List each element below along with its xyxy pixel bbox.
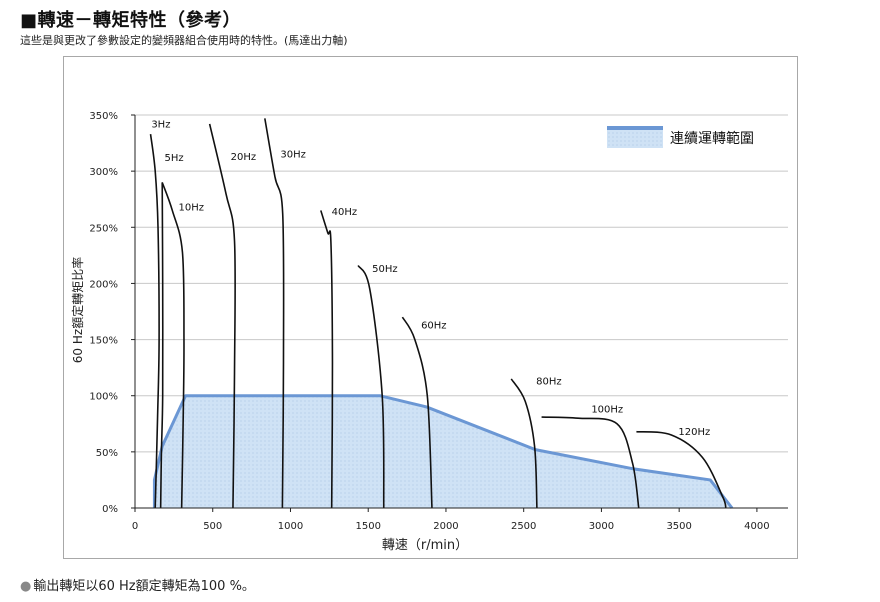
y-tick-label: 50%	[96, 448, 118, 459]
curve-10hz	[161, 182, 185, 509]
curve-label-80hz: 80Hz	[536, 376, 562, 387]
x-tick-label: 1500	[355, 521, 380, 532]
curve-5hz	[159, 182, 164, 509]
continuous-range-fill	[154, 395, 733, 508]
continuous-range-area	[152, 394, 734, 509]
footnote-text: 輸出轉矩以60 Hz額定轉矩為100 %。	[33, 579, 255, 594]
y-tick-label: 150%	[89, 336, 118, 347]
curve-label-30hz: 30Hz	[280, 150, 306, 161]
curve-80hz	[510, 378, 538, 509]
x-axis-title: 轉速（r/min）	[382, 538, 468, 553]
legend-swatch	[607, 128, 663, 148]
chart-frame	[63, 56, 798, 559]
x-tick-label: 4000	[744, 521, 769, 532]
curve-50hz	[357, 265, 385, 509]
curve-60hz	[401, 316, 433, 509]
x-tick-label: 2000	[433, 521, 458, 532]
legend-label: 連續運轉範圍	[670, 130, 754, 147]
y-tick-label: 0%	[102, 504, 118, 515]
y-axis-title: 60 Hz額定轉矩比率	[70, 257, 85, 363]
page-title: ■轉速－轉矩特性（參考）	[20, 10, 242, 31]
curve-label-100hz: 100Hz	[591, 405, 623, 416]
curve-label-60hz: 60Hz	[421, 320, 447, 331]
y-tick-label: 350%	[89, 111, 118, 122]
curve-label-5hz: 5Hz	[165, 153, 184, 164]
curve-30hz	[264, 118, 285, 509]
footnote: ● 輸出轉矩以60 Hz額定轉矩為100 %。	[20, 575, 255, 594]
curve-120hz	[636, 430, 727, 509]
curve-label-10hz: 10Hz	[179, 202, 205, 213]
torque-curves	[149, 118, 727, 509]
curve-3hz	[149, 133, 160, 509]
axes: 0 500 1000 1500 2000 2500 3000 3500 4000 0% 50% 100…	[89, 111, 788, 532]
curve-label-3hz: 3Hz	[151, 119, 170, 130]
y-tick-label: 100%	[89, 392, 118, 403]
x-tick-label: 3000	[589, 521, 614, 532]
continuous-range-edge	[152, 394, 734, 509]
curve-100hz	[541, 416, 640, 509]
curve-label-40hz: 40Hz	[332, 207, 358, 218]
bullet-icon: ●	[20, 579, 32, 594]
y-tick-label: 300%	[89, 167, 118, 178]
x-tick-label: 0	[132, 521, 138, 532]
page-subtitle: 這些是與更改了參數設定的變頻器組合使用時的特性。(馬達出力軸)	[20, 34, 348, 47]
y-tick-label: 250%	[89, 223, 118, 234]
legend: 連續運轉範圍	[607, 126, 754, 148]
x-tick-label: 3500	[666, 521, 691, 532]
curve-label-20hz: 20Hz	[231, 152, 257, 163]
x-tick-label: 500	[203, 521, 222, 532]
curve-labels: 3Hz 5Hz 10Hz 20Hz 30Hz 40Hz 50Hz 60Hz 80Hz 100Hz 1…	[151, 119, 710, 438]
x-tick-label: 2500	[511, 521, 536, 532]
curve-20hz	[208, 123, 236, 509]
y-tick-label: 200%	[89, 279, 118, 290]
curve-40hz	[320, 210, 334, 509]
curve-label-120hz: 120Hz	[678, 427, 710, 438]
x-tick-label: 1000	[278, 521, 303, 532]
curve-label-50hz: 50Hz	[372, 264, 398, 275]
